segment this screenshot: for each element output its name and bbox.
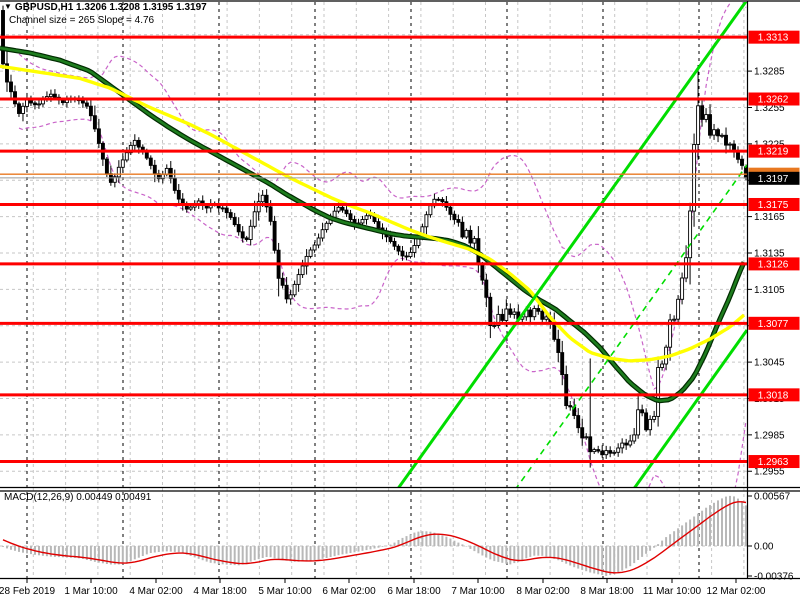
level-price-tag bbox=[748, 92, 800, 106]
price-axis-label: 1.3045 bbox=[754, 358, 785, 369]
level-price-tag-text: 1.3018 bbox=[758, 390, 789, 401]
time-axis-label: 8 Mar 02:00 bbox=[516, 586, 570, 597]
time-axis-label: 4 Mar 18:00 bbox=[193, 586, 247, 597]
level-price-tag-text: 1.3313 bbox=[758, 33, 789, 44]
price-levels bbox=[0, 35, 747, 464]
macd-indicator-label: MACD(12,26,9) 0.00449 0.00491 bbox=[4, 492, 152, 503]
symbol-quote-text: GBPUSD,H1 1.3206 1.3208 1.3195 1.3197 bbox=[14, 2, 207, 13]
level-price-tag bbox=[748, 30, 800, 44]
time-axis-label: 5 Mar 10:00 bbox=[258, 586, 312, 597]
day-separator-lines bbox=[26, 2, 700, 578]
time-axis-label: 7 Mar 10:00 bbox=[451, 586, 505, 597]
level-price-tag-text: 1.3126 bbox=[758, 259, 789, 270]
ma-slow-line bbox=[0, 64, 746, 363]
level-price-tag bbox=[748, 197, 800, 211]
time-axis-label: 1 Mar 10:00 bbox=[64, 586, 118, 597]
level-price-tag bbox=[748, 455, 800, 469]
time-axis-label: 28 Feb 2019 bbox=[0, 586, 56, 597]
moving-averages bbox=[0, 45, 747, 404]
time-axis-label: 11 Mar 10:00 bbox=[643, 586, 702, 597]
time-axis-label: 6 Mar 18:00 bbox=[387, 586, 441, 597]
level-price-tag-text: 1.2963 bbox=[758, 457, 789, 468]
symbol-header: ▼ GBPUSD,H1 1.3206 1.3208 1.3195 1.3197 bbox=[4, 2, 207, 13]
symbol-marker-icon: ▼ bbox=[4, 2, 12, 11]
time-axis-label: 6 Mar 02:00 bbox=[322, 586, 376, 597]
ma-fast-outline bbox=[0, 45, 747, 404]
ma-fast-line bbox=[0, 46, 746, 403]
macd-signal-line bbox=[2, 501, 747, 574]
price-axis-label: 1.2955 bbox=[754, 467, 785, 478]
current-price-tag-text: 1.3197 bbox=[758, 174, 789, 185]
time-axis-label: 4 Mar 02:00 bbox=[129, 586, 183, 597]
band-lines bbox=[18, 2, 747, 487]
price-axis-label: 1.3165 bbox=[754, 212, 785, 223]
price-axis-label: 1.3255 bbox=[754, 103, 785, 114]
current-price-tag bbox=[748, 171, 800, 185]
macd-axis-label: -0.00376 bbox=[754, 572, 794, 583]
time-axis-label: 12 Mar 02:00 bbox=[707, 586, 766, 597]
price-axis: 1.32851.32551.32251.31951.31651.31351.31… bbox=[747, 30, 800, 583]
macd-pane bbox=[2, 495, 747, 576]
level-price-tag bbox=[748, 316, 800, 330]
level-price-tag bbox=[748, 388, 800, 402]
price-axis-label: 1.3285 bbox=[754, 67, 785, 78]
trend-channel bbox=[397, 2, 747, 487]
price-axis-label: 1.2985 bbox=[754, 430, 785, 441]
time-axis: 28 Feb 2019 1 Mar 10:00 4 Mar 02:00 4 Mar 1… bbox=[0, 578, 766, 597]
level-price-tag-text: 1.3077 bbox=[758, 319, 789, 330]
level-price-tag-text: 1.3262 bbox=[758, 95, 789, 106]
channel-info-label: Channel size = 265 Slope = 4.76 bbox=[9, 15, 155, 26]
level-price-tag bbox=[748, 144, 800, 158]
level-price-tag bbox=[748, 257, 800, 271]
level-price-tag-text: 1.3175 bbox=[758, 200, 789, 211]
price-axis-label: 1.3135 bbox=[754, 248, 785, 259]
level-price-tag-text: 1.3219 bbox=[758, 147, 789, 158]
macd-axis-label: 0.00 bbox=[754, 542, 774, 553]
time-axis-label: 8 Mar 18:00 bbox=[580, 586, 634, 597]
macd-axis-label: 0.00567 bbox=[754, 492, 791, 503]
price-axis-label: 1.3105 bbox=[754, 285, 785, 296]
candlesticks bbox=[1, 5, 747, 468]
